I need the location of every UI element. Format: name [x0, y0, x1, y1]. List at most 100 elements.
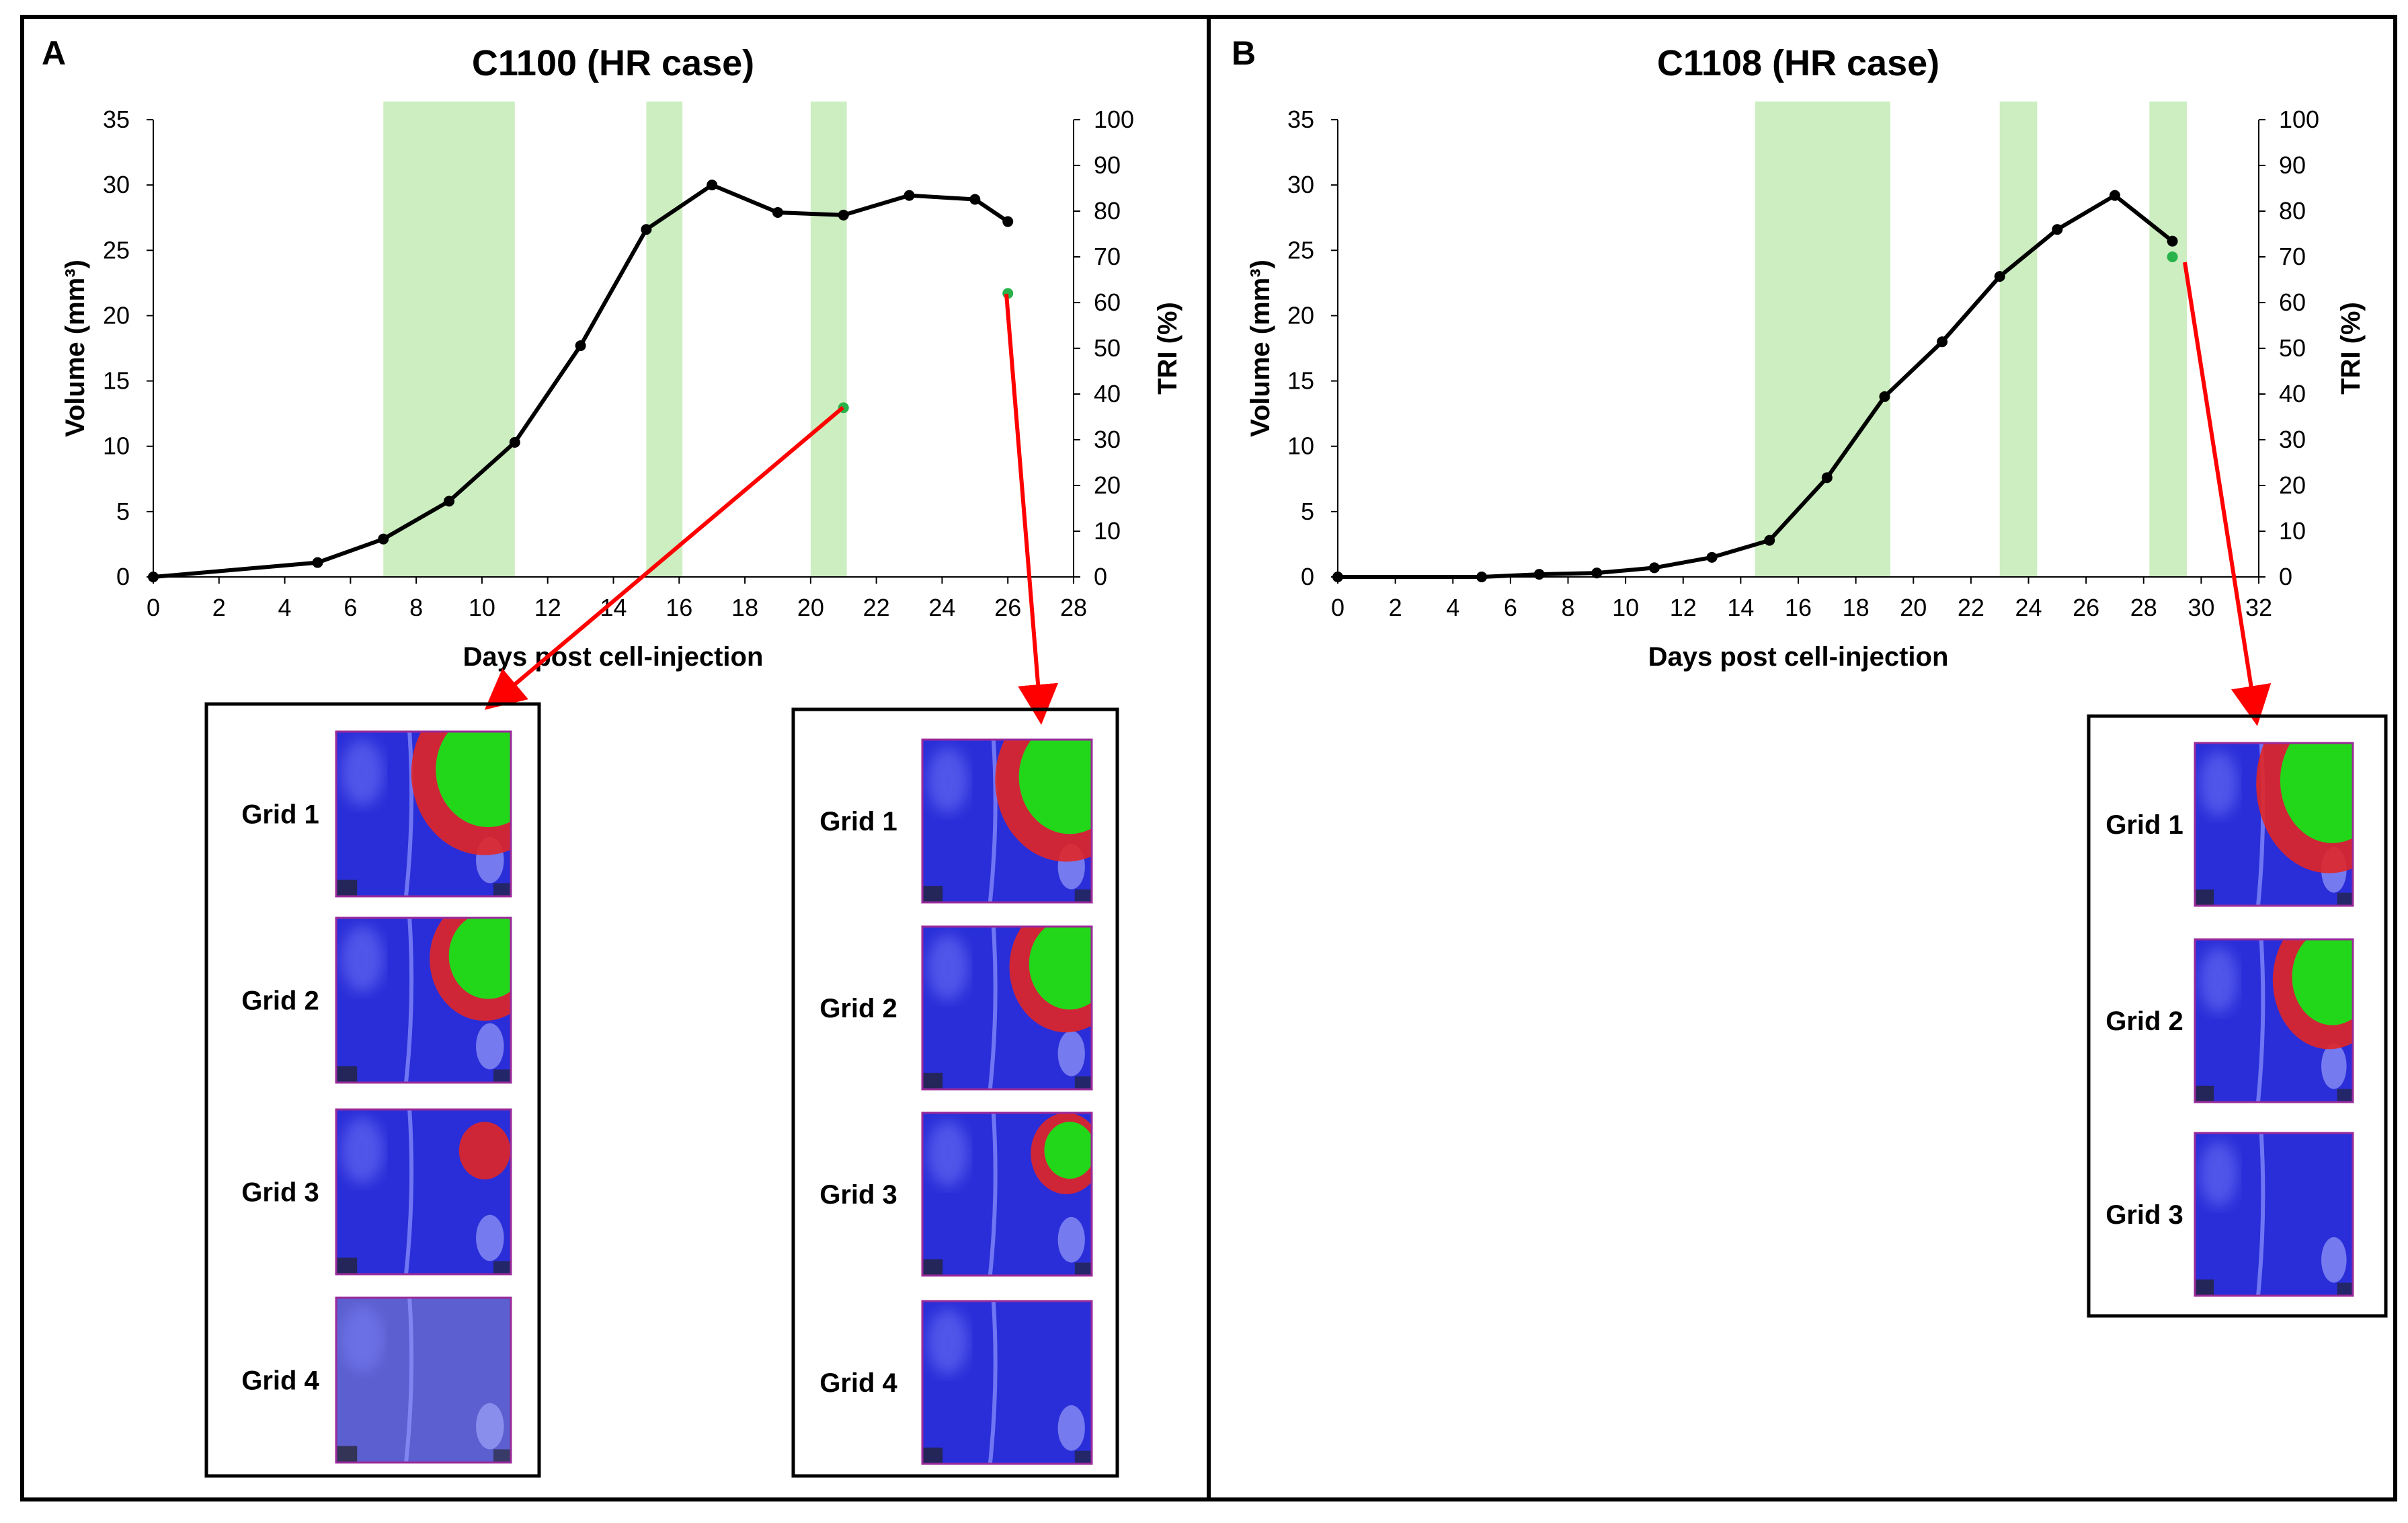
y2-tick-label: 0: [2279, 563, 2292, 590]
panel-a-title: C1100 (HR case): [472, 43, 754, 83]
y2-tick-label: 80: [1094, 197, 1121, 225]
panel-b-x-label: Days post cell-injection: [1648, 642, 1949, 672]
shaded-range: [646, 102, 683, 577]
y-tick-label: 30: [103, 171, 130, 198]
panel-b-y2-label: TRI (%): [2336, 302, 2366, 395]
panel-b-tri-series: [2167, 251, 2178, 262]
grid-label: Grid 4: [819, 1368, 897, 1398]
x-tick-label: 0: [1331, 594, 1345, 621]
volume-point: [509, 436, 520, 448]
volume-point: [1821, 472, 1833, 483]
grid-label: Grid 2: [819, 994, 897, 1023]
y-tick-label: 5: [116, 498, 130, 525]
y2-tick-label: 20: [2279, 471, 2306, 499]
volume-point: [1706, 551, 1718, 563]
volume-point: [1764, 535, 1775, 546]
panel-a-volume-series: [148, 180, 1014, 582]
y-tick-label: 5: [1301, 498, 1314, 525]
volume-point: [838, 209, 849, 221]
y2-tick-label: 90: [2279, 151, 2306, 179]
grid-scan-image: [335, 916, 512, 1084]
volume-point: [1476, 572, 1488, 582]
volume-point: [148, 572, 159, 582]
x-tick-label: 28: [1060, 594, 1087, 621]
panel-b-grid-box-1: [2087, 714, 2388, 1318]
x-tick-label: 16: [1785, 594, 1812, 621]
panel-a-shading: [383, 102, 847, 577]
y-tick-label: 0: [116, 563, 130, 590]
panel-b-frame: [1207, 15, 2397, 1501]
y2-tick-label: 60: [2279, 288, 2306, 316]
x-tick-label: 22: [863, 594, 890, 621]
grid-scan-image: [2194, 1132, 2354, 1297]
volume-point: [1648, 562, 1660, 574]
volume-line: [1338, 193, 2174, 579]
y-tick-label: 25: [103, 236, 130, 264]
panel-a-y2-label: TRI (%): [1153, 302, 1182, 395]
volume-point: [1937, 336, 1948, 348]
y2-tick-label: 30: [1094, 426, 1121, 453]
volume-point: [378, 533, 389, 545]
y2-tick-label: 40: [2279, 380, 2306, 407]
shaded-range: [1999, 102, 2038, 577]
grid-scan-image: [335, 730, 512, 898]
volume-point: [575, 340, 586, 352]
panel-b-shading: [1755, 102, 2187, 577]
volume-point: [641, 224, 652, 235]
y-tick-label: 35: [1287, 106, 1314, 133]
panel-a-grid-group-1: Grid 1 Grid 2 Grid 3 Grid 4: [241, 730, 512, 1464]
volume-point: [1002, 216, 1014, 227]
volume-point: [2052, 224, 2063, 235]
x-tick-label: 6: [344, 594, 357, 621]
x-tick-label: 10: [469, 594, 495, 621]
panel-b-letter: B: [1232, 34, 1256, 72]
volume-point: [2167, 235, 2178, 247]
x-tick-label: 2: [1389, 594, 1402, 621]
x-tick-label: 32: [2245, 594, 2272, 621]
panel-a-grid-box-2: [791, 707, 1119, 1478]
grid-label: Grid 2: [2105, 1007, 2183, 1036]
x-tick-label: 26: [2073, 594, 2099, 621]
x-tick-label: 20: [797, 594, 824, 621]
y2-tick-label: 0: [1094, 563, 1107, 590]
y2-tick-label: 10: [2279, 517, 2306, 545]
y-tick-label: 25: [1287, 236, 1314, 264]
grid-scan-image: [921, 738, 1093, 904]
shaded-range: [1755, 102, 1890, 577]
y-tick-label: 35: [103, 106, 130, 133]
y2-tick-label: 100: [2279, 106, 2319, 133]
panel-a-left-ticks: 0 5 10 15 20 25 30 35: [103, 106, 153, 590]
x-tick-label: 4: [278, 594, 292, 621]
grid-scan-image: [921, 1111, 1093, 1277]
grid-label: Grid 3: [819, 1180, 897, 1210]
volume-line: [153, 183, 1009, 579]
volume-point: [1994, 271, 2005, 282]
x-tick-label: 26: [994, 594, 1021, 621]
tri-point: [2167, 251, 2178, 262]
y2-tick-label: 100: [1094, 106, 1134, 133]
grid-label: Grid 1: [241, 800, 319, 830]
x-tick-label: 12: [534, 594, 561, 621]
panel-a-arrow-1: [484, 405, 844, 710]
shaded-range: [810, 102, 847, 577]
x-tick-label: 4: [1446, 594, 1459, 621]
x-tick-label: 24: [2015, 594, 2042, 621]
panel-a-letter: A: [42, 34, 66, 72]
x-tick-label: 14: [1727, 594, 1754, 621]
grid-label: Grid 1: [819, 807, 897, 836]
volume-point: [904, 190, 915, 201]
y2-tick-label: 40: [1094, 380, 1121, 407]
x-tick-label: 18: [731, 594, 758, 621]
x-tick-label: 0: [147, 594, 160, 621]
panel-a-grid-group-2: Grid 1 Grid 2 Grid 3 Grid 4: [819, 738, 1093, 1465]
y-tick-label: 10: [103, 432, 130, 460]
x-tick-label: 8: [409, 594, 423, 621]
y-tick-label: 0: [1301, 563, 1314, 590]
volume-point: [1879, 391, 1890, 402]
grid-scan-image: [921, 1300, 1093, 1465]
y-tick-label: 30: [1287, 171, 1314, 198]
panel-a-tri-series: [838, 288, 1014, 414]
panel-b-y-label: Volume (mm³): [1246, 260, 1275, 437]
